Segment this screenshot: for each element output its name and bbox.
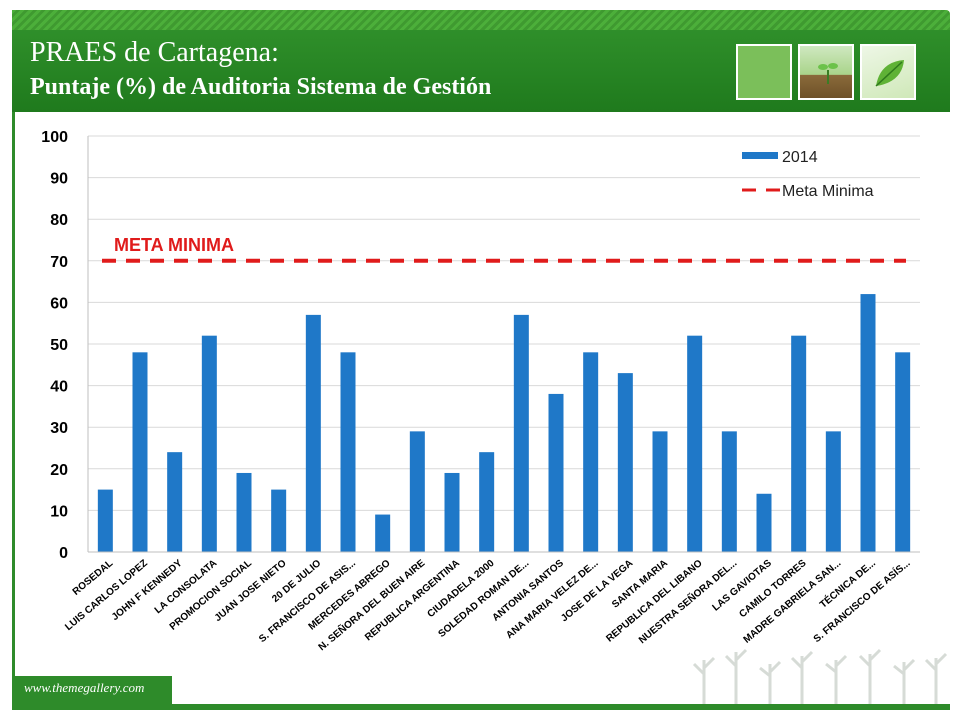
y-tick-label: 20 — [50, 462, 68, 479]
bar — [687, 335, 703, 552]
bar — [305, 314, 321, 552]
bar — [340, 352, 356, 552]
y-tick-label: 30 — [50, 420, 68, 437]
bar — [791, 335, 807, 552]
meta-minima-annotation: META MINIMA — [114, 235, 234, 255]
y-tick-label: 100 — [41, 129, 68, 146]
bar — [860, 294, 876, 552]
slide-subtitle: Puntaje (%) de Auditoria Sistema de Gest… — [30, 74, 492, 100]
footer-bar — [12, 704, 950, 710]
y-tick-label: 50 — [50, 337, 68, 354]
bar — [271, 489, 287, 552]
plants-decoration — [692, 648, 948, 704]
bar — [201, 335, 217, 552]
bar — [825, 431, 841, 552]
bar — [756, 493, 772, 552]
bar — [409, 431, 425, 552]
left-rail — [12, 112, 15, 676]
bar — [583, 352, 599, 552]
bar — [444, 472, 460, 552]
legend-label-meta: Meta Minima — [782, 183, 874, 200]
leaf-thumbnail — [860, 44, 916, 100]
bar — [652, 431, 668, 552]
bar — [513, 314, 529, 552]
y-tick-label: 70 — [50, 254, 68, 271]
header-stripe — [12, 10, 950, 30]
bar — [479, 452, 495, 552]
bar — [617, 373, 633, 552]
bar — [167, 452, 183, 552]
slide-title: PRAES de Cartagena: — [30, 37, 279, 68]
sprout-thumbnail — [798, 44, 854, 100]
bar — [236, 472, 252, 552]
legend-label-2014: 2014 — [782, 149, 818, 166]
bar — [97, 489, 113, 552]
y-tick-label: 90 — [50, 171, 68, 188]
y-tick-label: 80 — [50, 212, 68, 229]
y-tick-label: 0 — [59, 545, 68, 562]
sprout-icon — [818, 63, 838, 84]
x-tick-label: LAS GAVIOTAS — [711, 558, 775, 614]
bar — [375, 514, 391, 552]
y-tick-label: 40 — [50, 379, 68, 396]
y-tick-label: 10 — [50, 503, 68, 520]
footer-url[interactable]: www.themegallery.com — [24, 680, 145, 695]
legend-swatch-2014 — [742, 152, 778, 159]
footer-band — [12, 676, 172, 704]
green-thumbnail — [736, 44, 792, 100]
slide-header: PRAES de Cartagena: Puntaje (%) de Audit… — [12, 30, 950, 112]
bar — [721, 431, 737, 552]
x-tick-label: LA CONSOLATA — [153, 558, 220, 616]
leaf-icon — [875, 60, 904, 87]
bar — [132, 352, 148, 552]
bar — [548, 393, 564, 552]
bar — [895, 352, 911, 552]
y-tick-label: 60 — [50, 295, 68, 312]
